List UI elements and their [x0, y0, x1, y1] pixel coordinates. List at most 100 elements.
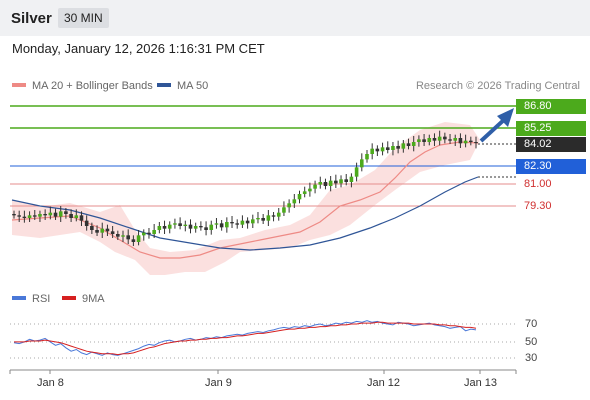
rsi-tick-70: 70 [525, 318, 538, 330]
candle-body [48, 212, 53, 216]
candle-body [183, 224, 188, 226]
candle-body [474, 142, 478, 144]
candle-body [230, 222, 234, 224]
candle-body [157, 226, 162, 230]
candle-body [95, 230, 99, 233]
candle-body [22, 216, 27, 218]
9ma-label: 9MA [82, 293, 105, 305]
candle-body [344, 179, 349, 182]
x-label-jan9: Jan 9 [205, 377, 232, 389]
candle-body [141, 232, 146, 236]
candle-body [152, 230, 156, 234]
candle-body [417, 139, 421, 142]
candle-body [188, 224, 193, 229]
x-label-jan8: Jan 8 [37, 377, 64, 389]
candle-body [204, 227, 208, 230]
candle-body [375, 148, 380, 152]
candle-body [396, 146, 400, 149]
timeframe-badge[interactable]: 30 MIN [58, 8, 109, 28]
tag-r1: 85.25 [516, 121, 586, 136]
legend-ma20: MA 20 + Bollinger Bands [12, 80, 153, 92]
ma50-swatch [157, 83, 171, 88]
candle-body [178, 223, 182, 226]
candles-group [12, 130, 478, 246]
candle-body [334, 180, 338, 184]
candle-body [391, 146, 395, 150]
candle-body [297, 194, 302, 200]
candle-body [193, 226, 198, 229]
trend-arrow-head [497, 108, 514, 127]
candle-body [245, 220, 250, 224]
candle-body [458, 138, 463, 144]
candle-body [323, 182, 328, 186]
ma20-swatch [12, 83, 26, 88]
legend-rsi: RSI [12, 293, 50, 305]
candle-body [214, 223, 219, 225]
candle-body [162, 226, 167, 229]
candle-body [105, 228, 110, 232]
legend-9ma: 9MA [62, 293, 105, 305]
candle-body [131, 239, 136, 242]
datetime-label: Monday, January 12, 2026 1:16:31 PM CET [12, 41, 265, 56]
candle-body [380, 147, 385, 152]
candle-body [318, 182, 323, 185]
rsi-tick-50: 50 [525, 336, 538, 348]
candle-body [69, 214, 73, 218]
candle-body [271, 215, 276, 217]
candle-body [53, 212, 58, 217]
candle-body [463, 140, 468, 144]
candle-body [448, 139, 452, 141]
x-label-jan12: Jan 12 [367, 377, 401, 389]
candle-body [370, 148, 374, 154]
candle-body [110, 231, 115, 234]
candle-body [90, 226, 94, 230]
candle-body [256, 218, 260, 220]
candle-body [43, 214, 47, 216]
candle-body [173, 223, 177, 225]
candle-body [64, 211, 68, 214]
candle-body [292, 199, 297, 204]
tag-pivot: 82.30 [516, 159, 586, 174]
candle-body [432, 138, 437, 141]
candle-body [266, 215, 271, 221]
candle-body [261, 218, 265, 221]
candle-body [453, 138, 458, 141]
candle-body [349, 176, 354, 182]
candle-body [443, 136, 447, 140]
candle-body [27, 215, 32, 218]
candle-body [79, 215, 84, 221]
candle-body [116, 234, 120, 237]
9ma-swatch [62, 296, 76, 301]
candle-body [250, 219, 255, 224]
ma50-label: MA 50 [177, 80, 209, 92]
candle-body [302, 191, 307, 194]
tag-s1: 81.00 [524, 178, 552, 190]
candle-body [74, 215, 79, 218]
candle-body [359, 159, 364, 168]
research-credit: Research © 2026 Trading Central [415, 80, 580, 92]
candle-body [287, 203, 291, 208]
legend-ma50: MA 50 [157, 80, 208, 92]
ma50-line [11, 176, 479, 251]
candle-body [147, 232, 151, 234]
candle-body [126, 235, 131, 240]
trend-arrow-shaft [479, 116, 508, 143]
tag-s2: 79.30 [524, 200, 552, 212]
rsi-line [13, 320, 477, 356]
ma20-label: MA 20 + Bollinger Bands [32, 80, 153, 92]
candle-body [121, 235, 125, 237]
candle-body [17, 215, 21, 217]
candle-body [12, 214, 16, 216]
candle-body [209, 224, 214, 230]
candle-body [354, 167, 359, 177]
candle-body [38, 214, 42, 217]
candle-body [136, 235, 141, 242]
instrument-title: Silver [11, 10, 52, 27]
candle-body [308, 188, 312, 192]
candle-body [199, 226, 203, 228]
candle-body [32, 215, 37, 217]
candle-body [469, 140, 473, 142]
x-label-jan13: Jan 13 [464, 377, 498, 389]
candle-body [84, 220, 89, 226]
